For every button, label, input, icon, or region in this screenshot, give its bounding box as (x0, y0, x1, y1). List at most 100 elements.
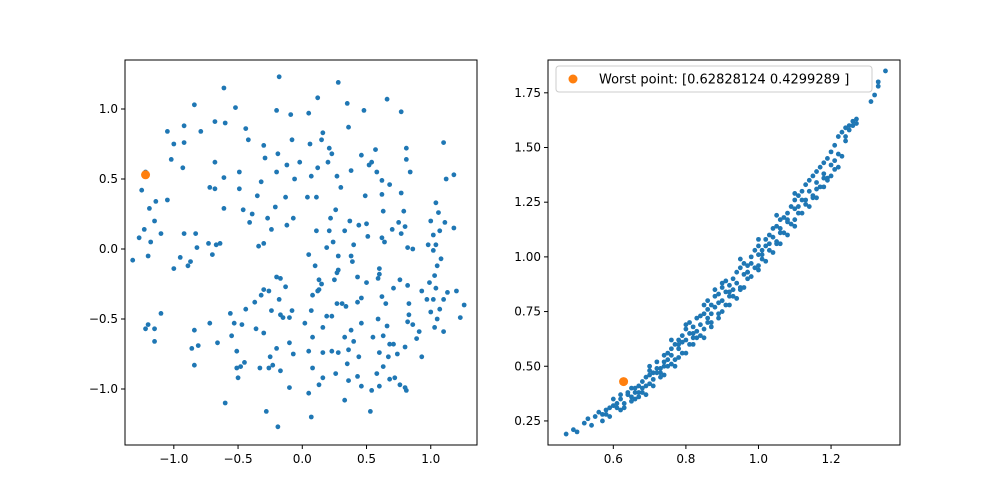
right-scatter-panel: 0.6 0.8 1.0 1.2 0.25 0.50 0.75 1.00 1.25 1.50 1.7… (514, 59, 901, 466)
right-data-point (676, 355, 682, 360)
right-data-point (774, 212, 780, 218)
right-data-point (643, 374, 649, 380)
left-data-point (430, 297, 436, 302)
left-data-point (130, 257, 136, 263)
left-data-point (306, 110, 312, 116)
left-data-point (274, 108, 279, 113)
right-data-point (672, 357, 678, 363)
left-data-point (434, 263, 440, 269)
left-data-point (319, 281, 324, 287)
left-data-point (379, 235, 385, 241)
left-data-point (263, 409, 269, 414)
left-data-point (389, 227, 395, 232)
left-y-tick-label: −1.0 (89, 382, 118, 396)
right-data-point (835, 134, 841, 139)
left-data-point (451, 225, 457, 231)
right-data-point (756, 252, 761, 258)
right-data-point (803, 201, 809, 207)
left-data-point (379, 192, 385, 197)
right-data-point (806, 204, 812, 209)
left-x-axis-ticks: −1.0 −0.5 0.0 0.5 1.0 (159, 445, 440, 466)
left-data-point (141, 227, 147, 232)
left-data-point (310, 292, 315, 298)
left-data-point (342, 334, 348, 340)
right-data-point (708, 302, 714, 308)
right-data-point (698, 313, 703, 319)
left-data-point (384, 323, 390, 329)
right-data-point (683, 337, 689, 343)
right-data-point (817, 164, 823, 170)
right-data-point (614, 405, 620, 411)
left-data-point (367, 409, 373, 414)
left-data-point (398, 190, 404, 196)
right-data-point (665, 357, 671, 363)
right-data-point (603, 407, 609, 413)
right-data-point (654, 370, 660, 376)
left-data-point (148, 239, 154, 245)
left-data-point (342, 228, 348, 234)
left-data-point (376, 350, 382, 355)
left-data-point (434, 316, 440, 322)
left-data-point (356, 354, 362, 360)
right-data-point (759, 256, 765, 262)
right-y-axis-ticks: 0.25 0.50 0.75 1.00 1.25 1.50 1.75 (514, 86, 548, 428)
right-data-point (781, 215, 787, 220)
left-data-point (430, 248, 436, 253)
left-data-point (432, 325, 438, 330)
left-data-point (261, 241, 267, 246)
left-data-point (383, 301, 389, 306)
left-data-point (441, 297, 446, 302)
right-data-point (734, 296, 740, 301)
right-data-point (828, 173, 834, 179)
left-data-point (316, 382, 322, 388)
right-data-point (788, 221, 794, 227)
left-plot-frame (124, 59, 478, 446)
left-data-point (213, 242, 219, 248)
left-data-point (181, 140, 187, 146)
left-x-tick-label: −1.0 (159, 452, 188, 466)
right-data-point (846, 127, 852, 133)
right-data-point (821, 184, 827, 190)
left-data-point (267, 354, 273, 360)
right-data-point (603, 411, 609, 417)
left-data-point (288, 112, 294, 117)
left-data-point (136, 235, 142, 241)
right-data-point (701, 335, 707, 341)
left-data-point (334, 270, 340, 276)
right-data-point (730, 276, 736, 282)
left-data-point (139, 187, 145, 193)
left-data-point (376, 266, 382, 271)
right-data-point (632, 385, 638, 391)
left-data-point (266, 288, 272, 294)
right-data-point (868, 99, 874, 104)
left-data-point (328, 215, 333, 221)
left-data-point (355, 274, 360, 280)
left-data-point (361, 108, 367, 113)
right-data-point (766, 241, 772, 247)
left-data-point (191, 362, 197, 368)
right-data-point (730, 293, 736, 299)
left-data-point (325, 159, 331, 165)
left-data-point (254, 193, 260, 199)
left-data-point (419, 288, 425, 294)
left-data-point (308, 414, 314, 420)
right-y-tick-label: 1.75 (514, 86, 541, 100)
right-data-point (618, 392, 623, 398)
left-data-point (198, 129, 204, 134)
right-data-point (683, 350, 689, 356)
right-data-point (676, 341, 682, 347)
left-data-point (320, 130, 326, 136)
left-data-point (261, 143, 267, 148)
left-data-point (441, 140, 446, 146)
left-data-point (443, 176, 449, 182)
right-data-point (668, 337, 674, 343)
right-data-point (596, 409, 602, 415)
left-data-point (334, 301, 340, 306)
left-data-point (222, 120, 228, 126)
right-data-point (668, 352, 674, 358)
left-data-point (234, 365, 240, 371)
right-data-point (618, 407, 623, 413)
left-data-point (339, 301, 345, 306)
left-data-point (261, 330, 267, 336)
left-data-point (209, 252, 215, 257)
